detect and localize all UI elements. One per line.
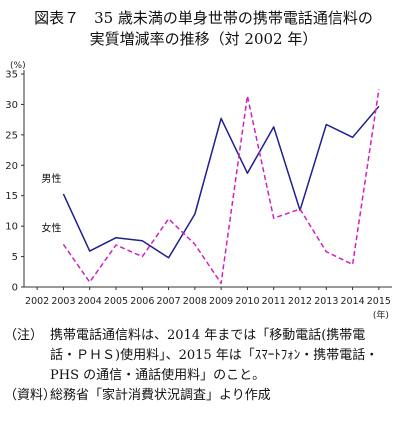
- x-tick-label: 2006: [130, 296, 154, 307]
- x-tick-label: 2012: [288, 296, 312, 307]
- x-tick-label: 2013: [314, 296, 338, 307]
- series-label-female: 女性: [41, 221, 61, 234]
- y-tick-label: 5: [12, 252, 18, 263]
- note-line-1: 携帯電話通信料は、2014 年までは「移動電話(携帯電: [50, 328, 366, 343]
- title-line-2: 実質増減率の推移（対 2002 年）: [89, 30, 318, 48]
- x-tick-label: 2002: [25, 296, 49, 307]
- series-line-male: [62, 105, 380, 259]
- x-tick-label: 2010: [235, 296, 259, 307]
- y-tick-label: 20: [5, 161, 18, 172]
- x-tick-label: 2011: [262, 296, 286, 307]
- y-tick-label: 15: [5, 191, 18, 202]
- x-tick-label: 2003: [51, 296, 75, 307]
- series-label-male: 男性: [41, 172, 61, 185]
- title-line-1: 図表７ 35 歳未満の単身世帯の携帯電話通信料の: [34, 9, 373, 27]
- note-line-3: PHS の通信・通話使用料」のこと。: [50, 368, 266, 383]
- note-tag: （注）: [4, 328, 44, 343]
- note-block: （注） 携帯電話通信料は、2014 年までは「移動電話(携帯電 話・ＰＨＳ)使用料…: [4, 326, 378, 406]
- x-tick-label: 2014: [340, 296, 364, 307]
- x-tick-label: 2005: [104, 296, 128, 307]
- y-tick-label: 10: [5, 222, 18, 233]
- y-axis-unit-label: (%): [10, 61, 26, 71]
- y-tick-label: 30: [5, 100, 18, 111]
- chart-title: 図表７ 35 歳未満の単身世帯の携帯電話通信料の 実質増減率の推移（対 2002…: [0, 8, 407, 50]
- source-tag: （資料）: [4, 388, 57, 403]
- y-tick-label: 25: [5, 130, 18, 141]
- line-chart: 0 5 10 15 20 25 30 35(%) (年) 2002 2003 2004 2005 2006…: [5, 61, 392, 321]
- x-axis-unit-label: (年): [373, 309, 389, 321]
- note-line-2: 話・ＰＨＳ)使用料」、2015 年は「ｽﾏｰﾄﾌｫﾝ・携帯電話・: [50, 348, 379, 363]
- x-tick-label: 2004: [78, 296, 102, 307]
- y-tick-label: 0: [12, 283, 18, 294]
- x-tick-label: 2007: [156, 296, 180, 307]
- x-tick-label: 2009: [209, 296, 233, 307]
- x-tick-label: 2015: [367, 296, 391, 307]
- x-tick-label: 2008: [183, 296, 207, 307]
- source-text: 総務省「家計消費状況調査」より作成: [50, 388, 271, 403]
- y-tick-label: 35: [5, 70, 18, 81]
